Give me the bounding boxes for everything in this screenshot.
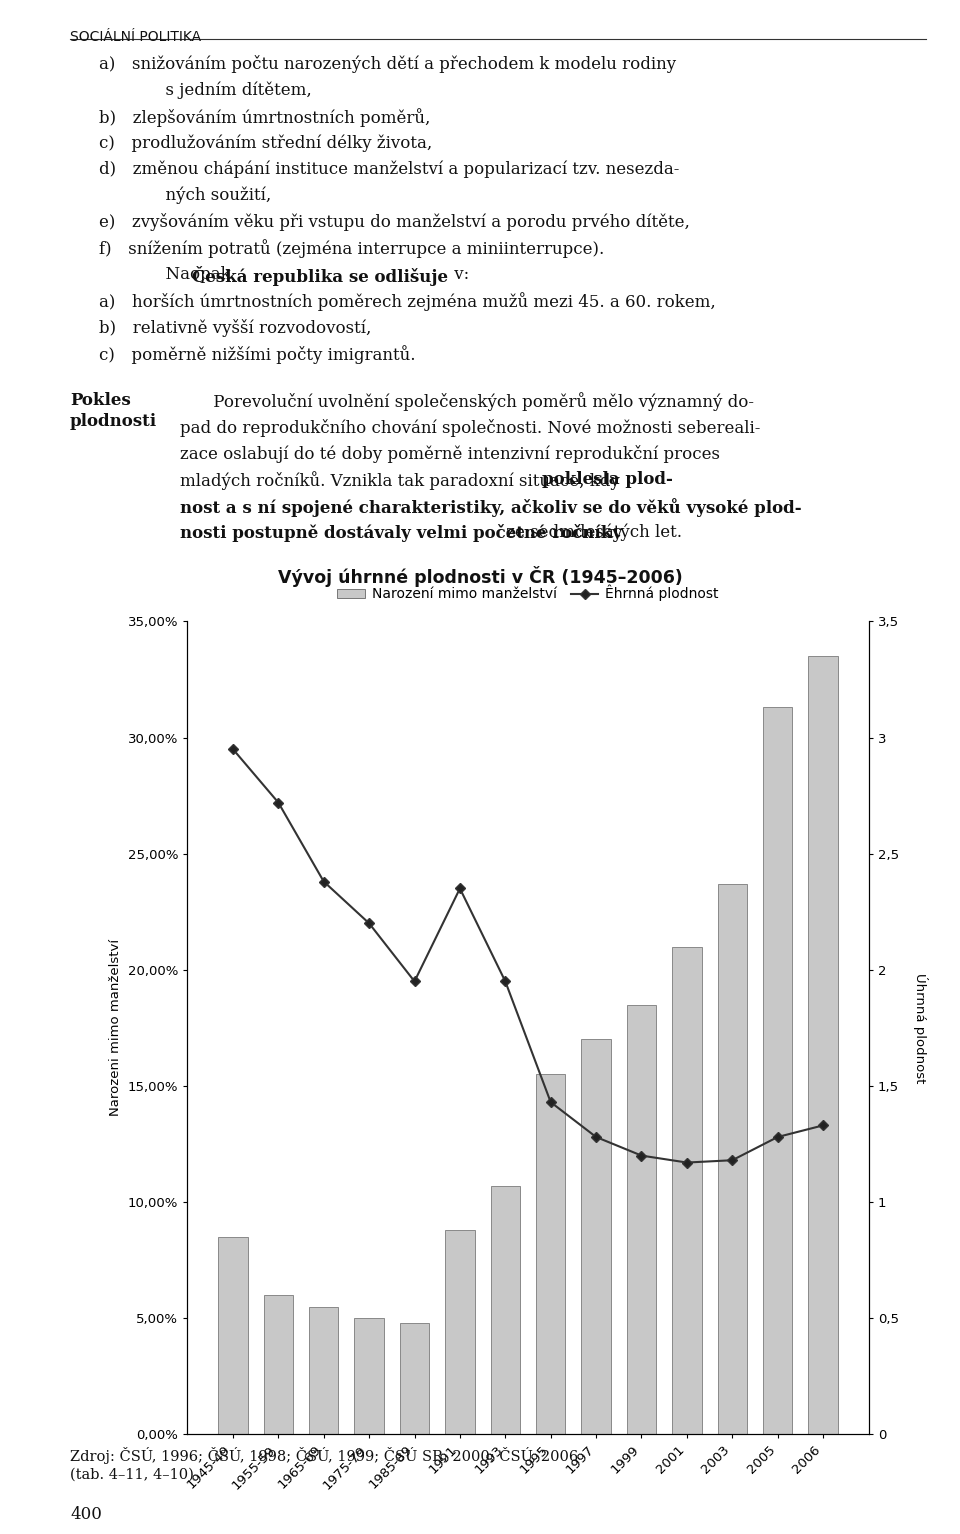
Text: zace oslabují do té doby poměrně intenzivní reprodukční proces: zace oslabují do té doby poměrně intenzi…	[180, 445, 720, 463]
Text: a) snižováním počtu narozených dětí a přechodem k modelu rodiny: a) snižováním počtu narozených dětí a př…	[99, 55, 676, 74]
Text: mladých ročníků. Vznikla tak paradoxní situace, kdy: mladých ročníků. Vznikla tak paradoxní s…	[180, 471, 626, 491]
Text: f) snížením potratů (zejména interrupce a miniinterrupce).: f) snížením potratů (zejména interrupce …	[99, 239, 604, 258]
Bar	[491, 1186, 520, 1434]
Bar	[445, 1230, 474, 1434]
Bar	[264, 1295, 293, 1434]
Text: ze sedmdesátých let.: ze sedmdesátých let.	[501, 525, 682, 542]
Text: nosti postupně dostávaly velmi početné ročníky: nosti postupně dostávaly velmi početné r…	[180, 525, 622, 542]
Text: 400: 400	[70, 1506, 102, 1523]
Y-axis label: Úhrnná plodnost: Úhrnná plodnost	[913, 973, 928, 1083]
Text: b) relativně vyšší rozvodovostí,: b) relativně vyšší rozvodovostí,	[99, 319, 372, 336]
Bar	[808, 657, 838, 1434]
Legend: Narození mimo manželství, Êhrnná plodnost: Narození mimo manželství, Êhrnná plodnos…	[337, 584, 719, 601]
Bar	[672, 946, 702, 1434]
Bar	[627, 1005, 657, 1434]
Text: ných soužití,: ných soužití,	[99, 187, 271, 204]
Text: Naopak: Naopak	[99, 265, 236, 282]
Text: SOCIÁLNÍ POLITIKA: SOCIÁLNÍ POLITIKA	[70, 31, 202, 44]
Text: s jedním dítětem,: s jedním dítětem,	[99, 81, 312, 100]
Text: c) prodlužováním střední délky života,: c) prodlužováním střední délky života,	[99, 133, 432, 152]
Text: pad do reprodukčního chování společnosti. Nové možnosti sebereali-: pad do reprodukčního chování společnosti…	[180, 419, 761, 437]
Text: a) horších úmrtnostních poměrech zejména mužů mezi 45. a 60. rokem,: a) horších úmrtnostních poměrech zejména…	[99, 291, 715, 311]
Text: Česká republika se odlišuje: Česká republika se odlišuje	[192, 265, 448, 285]
Text: c) poměrně nižšími počty imigrantů.: c) poměrně nižšími počty imigrantů.	[99, 345, 416, 364]
Bar	[399, 1322, 429, 1434]
Text: v:: v:	[449, 265, 469, 282]
Text: Zdroj: ČSÚ, 1996; ČSÚ, 1998; ČSÚ, 1999; ČSÚ SR, 2000; ČSÚ, 2006
(tab. 4–11, 4–10: Zdroj: ČSÚ, 1996; ČSÚ, 1998; ČSÚ, 1999; …	[70, 1447, 578, 1482]
Bar	[354, 1318, 384, 1434]
Text: poklesla plod-: poklesla plod-	[542, 471, 673, 488]
Bar	[717, 884, 747, 1434]
Bar	[218, 1236, 248, 1434]
Bar	[309, 1307, 339, 1434]
Text: nost a s ní spojené charakteristiky, ačkoliv se do věků vysoké plod-: nost a s ní spojené charakteristiky, ačk…	[180, 497, 803, 517]
Text: e) zvyšováním věku při vstupu do manželství a porodu prvého dítěte,: e) zvyšováním věku při vstupu do manžels…	[99, 213, 689, 232]
Text: Pokles
plodnosti: Pokles plodnosti	[70, 393, 157, 430]
Bar	[536, 1074, 565, 1434]
Bar	[582, 1040, 611, 1434]
Text: Vývoj úhrnné plodnosti v ČR (1945–2006): Vývoj úhrnné plodnosti v ČR (1945–2006)	[277, 566, 683, 588]
Bar	[763, 707, 792, 1434]
Y-axis label: Narozeni mimo manželství: Narozeni mimo manželství	[109, 939, 122, 1117]
Text: d) změnou chápání instituce manželství a popularizací tzv. nesezda-: d) změnou chápání instituce manželství a…	[99, 161, 680, 178]
Text: Porevoluční uvolnění společenských poměrů mělo významný do-: Porevoluční uvolnění společenských poměr…	[180, 393, 755, 411]
Text: b) zlepšováním úmrtnostních poměrů,: b) zlepšováním úmrtnostních poměrů,	[99, 107, 430, 127]
